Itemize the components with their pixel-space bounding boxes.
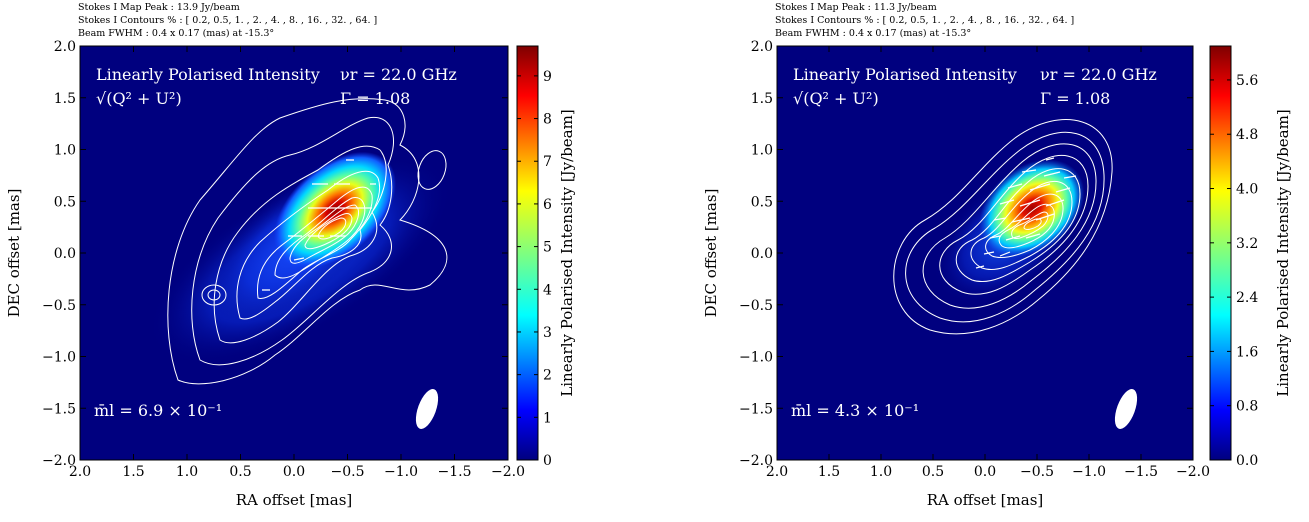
y-tick-label: 1.5 bbox=[54, 91, 76, 107]
label-pol-intensity: Linearly Polarised Intensity bbox=[96, 65, 320, 84]
y-tick-label: 1.5 bbox=[751, 91, 773, 107]
y-tick-label: −2.0 bbox=[739, 453, 773, 469]
x-axis-label: RA offset [mas] bbox=[927, 491, 1044, 509]
y-axis-label: DEC offset [mas] bbox=[702, 189, 720, 318]
y-tick-label: 1.0 bbox=[751, 143, 773, 159]
y-tick-label: −0.5 bbox=[42, 298, 76, 314]
colorbar-tick-label: 0 bbox=[543, 453, 552, 469]
colorbar-tick-label: 0.8 bbox=[1236, 399, 1258, 415]
beam-ellipse bbox=[1114, 389, 1138, 429]
colorbar bbox=[1209, 45, 1232, 461]
label-sqrt: √(Q² + U²) bbox=[793, 89, 879, 108]
y-tick-label: −1.0 bbox=[739, 350, 773, 366]
header-contours: Stokes I Contours % : [ 0.2, 0.5, 1. , 2… bbox=[78, 15, 377, 26]
colorbar-tick-label: 9 bbox=[543, 69, 552, 85]
colorbar-tick-label: 1.6 bbox=[1236, 344, 1258, 360]
x-tick-label: −1.0 bbox=[1072, 464, 1106, 480]
x-tick-label: 1.0 bbox=[870, 464, 892, 480]
y-tick-label: −1.5 bbox=[42, 401, 76, 417]
label-gamma: Γ = 1.08 bbox=[1040, 89, 1110, 108]
x-tick-label: −2.0 bbox=[491, 464, 525, 480]
x-tick-label: −0.5 bbox=[1020, 464, 1054, 480]
y-tick-label: 1.0 bbox=[54, 143, 76, 159]
axes-1: 2.0 1.5 1.0 0.5 0.0 −0.5 −1.0 −1.5 −2.02.01.51.0… bbox=[42, 39, 525, 480]
label-gamma: Γ = 1.08 bbox=[340, 89, 410, 108]
label-frequency: νr = 22.0 GHz bbox=[1040, 65, 1157, 84]
colorbar-tick-label: 3 bbox=[543, 325, 552, 341]
colorbar-label: Linearly Polarised Intensity [Jy/beam] bbox=[558, 109, 576, 396]
y-tick-label: −1.0 bbox=[42, 350, 76, 366]
colorbar-tick-label: 4 bbox=[543, 282, 552, 298]
evpa-vectors bbox=[975, 157, 1077, 269]
y-tick-label: 2.0 bbox=[751, 39, 773, 55]
x-tick-label: −1.0 bbox=[384, 464, 418, 480]
x-tick-label: 0.5 bbox=[922, 464, 944, 480]
stokes-i-contours bbox=[167, 98, 448, 385]
panel-1: Stokes I Map Peak : 13.9 Jy/beam Stokes … bbox=[5, 2, 576, 509]
y-axis-label: DEC offset [mas] bbox=[5, 189, 23, 318]
colorbar-tick-label: 2 bbox=[543, 368, 552, 384]
colorbar-tick-label: 0.0 bbox=[1236, 453, 1258, 469]
x-tick-label: −0.5 bbox=[331, 464, 365, 480]
emission-map bbox=[933, 159, 1087, 306]
x-tick-label: 1.0 bbox=[176, 464, 198, 480]
header-peak: Stokes I Map Peak : 13.9 Jy/beam bbox=[78, 2, 240, 13]
label-frequency: νr = 22.0 GHz bbox=[340, 65, 457, 84]
y-tick-label: 2.0 bbox=[54, 39, 76, 55]
colorbar-tick-label: 5.6 bbox=[1236, 73, 1258, 89]
evpa-vectors bbox=[262, 159, 376, 291]
label-mean-pol-fraction: m̄l = 6.9 × 10⁻¹ bbox=[94, 401, 222, 420]
label-mean-pol-fraction: m̄l = 4.3 × 10⁻¹ bbox=[791, 401, 919, 420]
colorbar-ticks: 0 1 2 3 4 5 6 7 8 9 bbox=[517, 69, 552, 469]
label-sqrt: √(Q² + U²) bbox=[96, 89, 182, 108]
label-pol-intensity: Linearly Polarised Intensity bbox=[793, 65, 1017, 84]
colorbar-tick-label: 2.4 bbox=[1236, 290, 1258, 306]
colorbar-label: Linearly Polarised Intensity [Jy/beam] bbox=[1274, 109, 1292, 396]
x-tick-label: 2.0 bbox=[69, 464, 91, 480]
colorbar-tick-label: 1 bbox=[543, 410, 552, 426]
header-beam: Beam FWHM : 0.4 x 0.17 (mas) at -15.3° bbox=[78, 28, 274, 39]
x-tick-label: 0.0 bbox=[974, 464, 996, 480]
header-beam: Beam FWHM : 0.4 x 0.17 (mas) at -15.3° bbox=[775, 28, 971, 39]
x-tick-label: 2.0 bbox=[766, 464, 788, 480]
colorbar-tick-label: 4.8 bbox=[1236, 127, 1258, 143]
x-axis-label: RA offset [mas] bbox=[236, 491, 353, 509]
colorbar-ticks: 0.0 0.8 1.6 2.4 3.2 4.0 4.8 5.6 bbox=[1210, 73, 1258, 469]
y-tick-label: −0.5 bbox=[739, 298, 773, 314]
y-tick-label: 0.0 bbox=[751, 246, 773, 262]
y-tick-label: 0.5 bbox=[54, 194, 76, 210]
x-tick-label: −1.5 bbox=[1124, 464, 1158, 480]
beam-ellipse bbox=[415, 389, 439, 429]
axes-2: 2.0 1.5 1.0 0.5 0.0 −0.5 −1.0 −1.5 −2.02.01.51.0… bbox=[739, 39, 1210, 480]
x-tick-label: 1.5 bbox=[122, 464, 144, 480]
colorbar bbox=[516, 45, 539, 461]
y-tick-label: −2.0 bbox=[42, 453, 76, 469]
colorbar-tick-label: 8 bbox=[543, 112, 552, 128]
header-peak: Stokes I Map Peak : 11.3 Jy/beam bbox=[775, 2, 937, 13]
colorbar-tick-label: 5 bbox=[543, 240, 552, 256]
y-tick-label: 0.0 bbox=[54, 246, 76, 262]
x-tick-label: 0.5 bbox=[229, 464, 251, 480]
x-tick-label: 1.5 bbox=[818, 464, 840, 480]
colorbar-tick-label: 7 bbox=[543, 154, 552, 170]
y-tick-label: 0.5 bbox=[751, 194, 773, 210]
header-contours: Stokes I Contours % : [ 0.2, 0.5, 1. , 2… bbox=[775, 15, 1074, 26]
y-tick-label: −1.5 bbox=[739, 401, 773, 417]
x-tick-label: −2.0 bbox=[1176, 464, 1210, 480]
stokes-i-contours bbox=[893, 119, 1113, 335]
colorbar-tick-label: 4.0 bbox=[1236, 182, 1258, 198]
panel-2: Stokes I Map Peak : 11.3 Jy/beam Stokes … bbox=[702, 2, 1292, 509]
colorbar-tick-label: 6 bbox=[543, 197, 552, 213]
x-tick-label: −1.5 bbox=[438, 464, 472, 480]
x-tick-label: 0.0 bbox=[283, 464, 305, 480]
colorbar-tick-label: 3.2 bbox=[1236, 236, 1258, 252]
